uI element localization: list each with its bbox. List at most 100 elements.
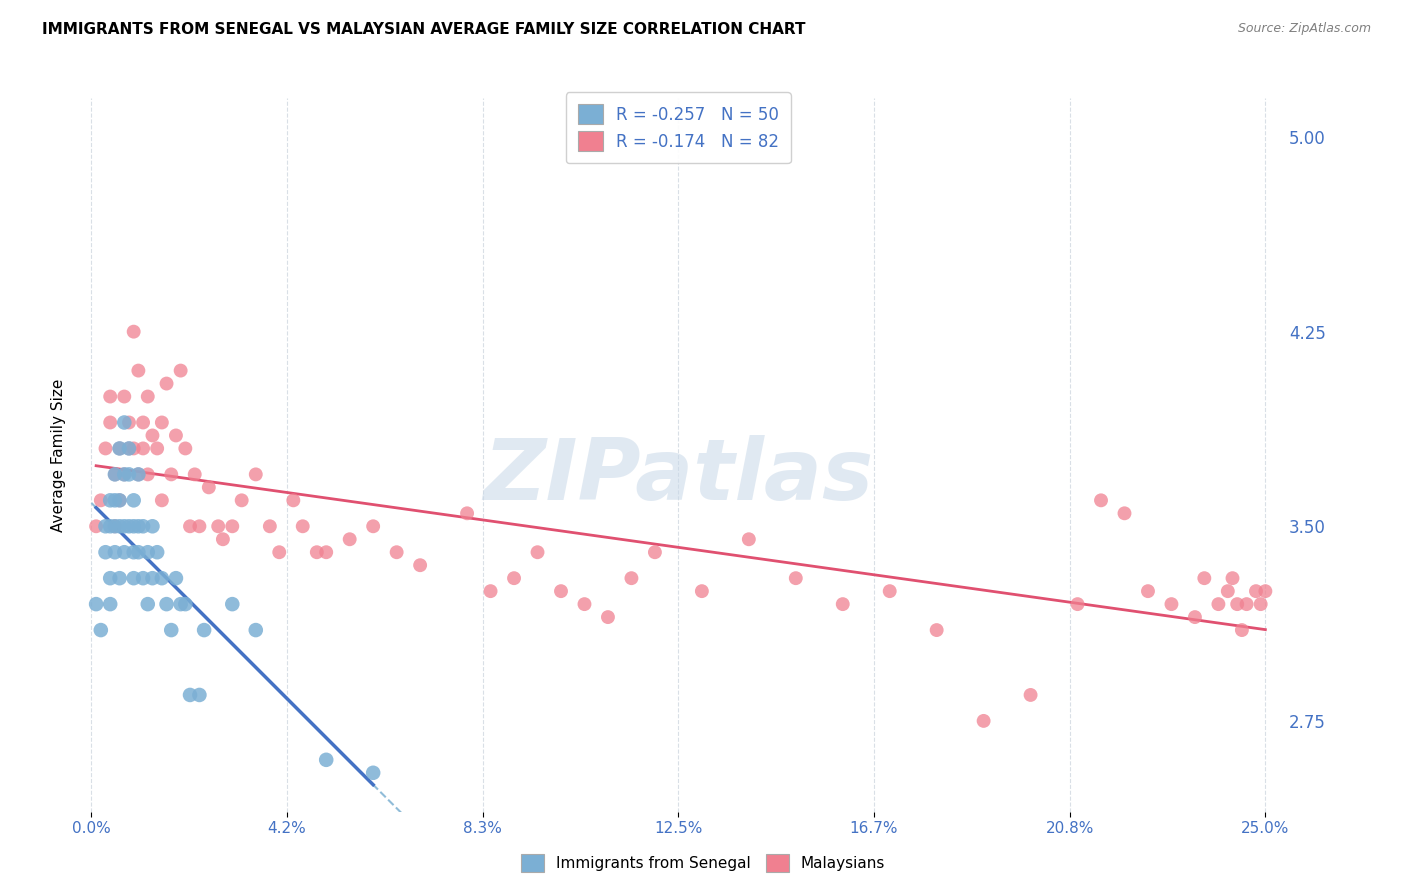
Point xyxy=(112,416,135,430)
Point xyxy=(136,597,159,611)
Point xyxy=(269,545,291,559)
Point xyxy=(526,545,548,559)
Point xyxy=(315,753,337,767)
Point xyxy=(150,571,173,585)
Point xyxy=(132,442,155,456)
Point xyxy=(122,442,145,456)
Point xyxy=(136,390,159,404)
Point xyxy=(155,376,177,391)
Point xyxy=(339,533,361,547)
Point xyxy=(150,493,173,508)
Point xyxy=(1114,506,1136,520)
Point xyxy=(122,519,145,533)
Point xyxy=(127,545,149,559)
Point xyxy=(127,519,149,533)
Point xyxy=(132,571,155,585)
Point xyxy=(291,519,314,533)
Point xyxy=(193,623,215,637)
Point xyxy=(174,597,197,611)
Point xyxy=(1208,597,1230,611)
Point xyxy=(84,597,107,611)
Legend: Immigrants from Senegal, Malaysians: Immigrants from Senegal, Malaysians xyxy=(513,846,893,880)
Point xyxy=(620,571,643,585)
Point xyxy=(122,325,145,339)
Point xyxy=(112,467,135,482)
Point xyxy=(112,390,135,404)
Point xyxy=(690,584,713,599)
Point xyxy=(160,467,183,482)
Point xyxy=(785,571,807,585)
Point xyxy=(1244,584,1267,599)
Point xyxy=(973,714,995,728)
Point xyxy=(305,545,328,559)
Point xyxy=(1184,610,1206,624)
Point xyxy=(925,623,948,637)
Point xyxy=(169,597,191,611)
Point xyxy=(104,519,127,533)
Point xyxy=(108,442,131,456)
Point xyxy=(108,571,131,585)
Point xyxy=(550,584,572,599)
Point xyxy=(1250,597,1272,611)
Text: IMMIGRANTS FROM SENEGAL VS MALAYSIAN AVERAGE FAMILY SIZE CORRELATION CHART: IMMIGRANTS FROM SENEGAL VS MALAYSIAN AVE… xyxy=(42,22,806,37)
Point xyxy=(127,363,149,377)
Point xyxy=(179,519,201,533)
Point xyxy=(207,519,229,533)
Point xyxy=(165,428,187,442)
Point xyxy=(165,571,187,585)
Point xyxy=(1160,597,1182,611)
Point xyxy=(127,467,149,482)
Point xyxy=(456,506,478,520)
Point xyxy=(141,519,163,533)
Point xyxy=(831,597,853,611)
Point xyxy=(112,545,135,559)
Point xyxy=(136,545,159,559)
Point xyxy=(644,545,666,559)
Point xyxy=(188,688,211,702)
Point xyxy=(231,493,253,508)
Text: ZIPatlas: ZIPatlas xyxy=(484,434,873,518)
Point xyxy=(94,519,117,533)
Point xyxy=(132,519,155,533)
Point xyxy=(259,519,281,533)
Point xyxy=(104,545,127,559)
Point xyxy=(879,584,901,599)
Point xyxy=(108,519,131,533)
Point xyxy=(212,533,235,547)
Point xyxy=(146,442,169,456)
Point xyxy=(98,390,121,404)
Point xyxy=(98,571,121,585)
Point xyxy=(574,597,596,611)
Point xyxy=(122,545,145,559)
Point xyxy=(361,519,384,533)
Point xyxy=(1066,597,1088,611)
Point xyxy=(112,467,135,482)
Point xyxy=(245,623,267,637)
Point xyxy=(90,493,112,508)
Point xyxy=(1090,493,1112,508)
Point xyxy=(479,584,502,599)
Point xyxy=(118,416,141,430)
Point xyxy=(132,416,155,430)
Point xyxy=(503,571,526,585)
Point xyxy=(112,519,135,533)
Point xyxy=(183,467,205,482)
Point xyxy=(104,467,127,482)
Point xyxy=(1236,597,1258,611)
Point xyxy=(150,416,173,430)
Point xyxy=(98,493,121,508)
Point xyxy=(108,493,131,508)
Point xyxy=(84,519,107,533)
Text: Source: ZipAtlas.com: Source: ZipAtlas.com xyxy=(1237,22,1371,36)
Point xyxy=(245,467,267,482)
Point xyxy=(188,519,211,533)
Legend: R = -0.257   N = 50, R = -0.174   N = 82: R = -0.257 N = 50, R = -0.174 N = 82 xyxy=(567,92,790,163)
Point xyxy=(122,493,145,508)
Point xyxy=(104,519,127,533)
Point xyxy=(108,493,131,508)
Point xyxy=(361,765,384,780)
Point xyxy=(409,558,432,573)
Point xyxy=(104,493,127,508)
Point xyxy=(198,480,221,494)
Point xyxy=(1136,584,1159,599)
